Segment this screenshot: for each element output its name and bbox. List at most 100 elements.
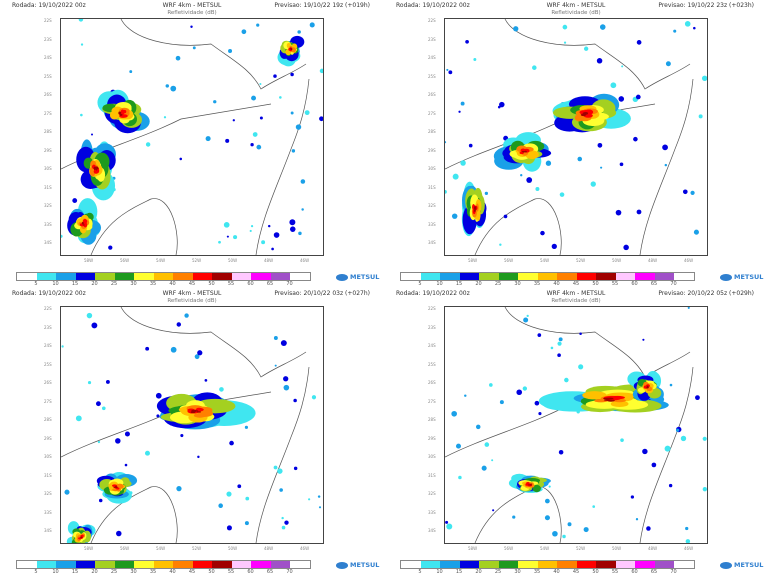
echo-cell [251, 95, 256, 101]
echo-cell [664, 445, 671, 452]
echo-cell [567, 522, 572, 527]
reflectivity-contour [122, 109, 127, 114]
echo-cell [273, 336, 278, 340]
echo-cell [620, 438, 624, 442]
echo-cell [590, 181, 596, 187]
colorbar-label: 30 [514, 569, 521, 575]
echo-cell [592, 505, 596, 508]
echo-cell [218, 240, 221, 244]
lon-label: 56W [504, 258, 514, 263]
echo-cell [693, 229, 699, 235]
lat-label: 27S [428, 398, 436, 404]
echo-cell [636, 40, 642, 45]
colorbar-label: 35 [149, 281, 157, 287]
map-svg [61, 19, 323, 255]
echo-cell [204, 379, 208, 382]
colorbar-label: 50 [592, 569, 599, 575]
echo-cell [468, 143, 473, 148]
colorbar-swatch [114, 561, 134, 568]
echo-cell [273, 465, 278, 470]
model-title: WRF 4km - METSUL [162, 290, 222, 297]
colorbar-label: 50 [208, 281, 215, 287]
echo-cell [297, 30, 301, 34]
colorbar-swatch [290, 273, 310, 280]
echo-cell [218, 503, 223, 509]
lat-label: 29S [44, 147, 52, 153]
colorbar-swatch [479, 561, 499, 568]
echo-cell [205, 136, 211, 142]
lon-label: 46W [684, 546, 694, 551]
colorbar-swatch [153, 273, 173, 280]
reflectivity-contour [529, 484, 533, 486]
colorbar-swatch [95, 561, 115, 568]
map-svg [61, 307, 322, 543]
echo-cell [610, 82, 617, 89]
echo-cell [535, 187, 540, 191]
echo-cell [499, 400, 504, 405]
reflectivity-contour [524, 150, 527, 152]
echo-cell [101, 406, 106, 411]
logo-text: METSUL [350, 561, 380, 569]
colorbar-swatch [231, 273, 251, 280]
echo-cell [80, 43, 84, 46]
field-subtitle: Refletividade (dB) [167, 10, 217, 16]
echo-cell [184, 313, 189, 318]
cloud-icon [336, 561, 348, 569]
echo-cell [682, 189, 688, 195]
lat-label: 30S [44, 166, 52, 171]
echo-cell [685, 539, 691, 543]
colorbar [400, 560, 695, 569]
echo-cell [197, 455, 200, 459]
echo-cell [241, 29, 247, 35]
country-border [61, 19, 310, 255]
echo-cell [702, 487, 707, 492]
echo-cell [64, 489, 70, 495]
reflectivity-contour [190, 411, 196, 414]
reflectivity-contour [602, 397, 611, 400]
lat-label: 25S [44, 361, 52, 367]
colorbar-swatch [75, 561, 95, 568]
colorbar-label: 45 [188, 281, 196, 287]
colorbar-label: 35 [533, 281, 541, 287]
reflectivity-contour [521, 150, 525, 153]
colorbar-swatch [17, 273, 37, 280]
lon-label: 56W [504, 546, 514, 551]
colorbar-swatch [401, 561, 421, 568]
echo-cell [179, 157, 183, 161]
echo-cell [642, 338, 645, 341]
echo-cell [290, 72, 294, 77]
lat-label: 31S [44, 184, 52, 190]
colorbar-label: 55 [611, 281, 619, 287]
echo-cell [615, 209, 622, 216]
echo-cell [232, 119, 235, 122]
echo-cell [680, 435, 687, 442]
cloud-icon [720, 273, 732, 281]
reflectivity-contour [532, 484, 541, 493]
echo-cell [578, 364, 584, 370]
echo-cell [244, 521, 249, 526]
colorbar-label: 5 [34, 281, 38, 287]
run-label: Rodada: 19/10/2022 00z [396, 290, 470, 297]
echo-cell [226, 491, 232, 497]
colorbar-swatch [420, 273, 440, 280]
reflectivity-contour [95, 166, 98, 170]
lat-label: 25S [428, 361, 436, 367]
echo-cell [145, 142, 151, 147]
echo-cell [583, 46, 589, 51]
reflectivity-contour [291, 48, 293, 50]
colorbar-label: 10 [436, 569, 443, 575]
echo-cell [259, 82, 262, 86]
echo-cell [464, 394, 467, 397]
colorbar-swatch [56, 273, 76, 280]
colorbar-swatch [498, 273, 518, 280]
field-subtitle: Refletividade (dB) [167, 298, 217, 304]
echo-cell [635, 518, 639, 521]
lat-label: 24S [44, 55, 52, 60]
colorbar-label: 40 [553, 569, 560, 575]
colorbar-swatch [557, 561, 577, 568]
colorbar-label: 70 [670, 281, 677, 287]
reflectivity-contour [193, 410, 199, 412]
lat-label: 32S [44, 203, 52, 208]
colorbar-swatch [518, 273, 538, 280]
echo-cell [233, 235, 238, 240]
